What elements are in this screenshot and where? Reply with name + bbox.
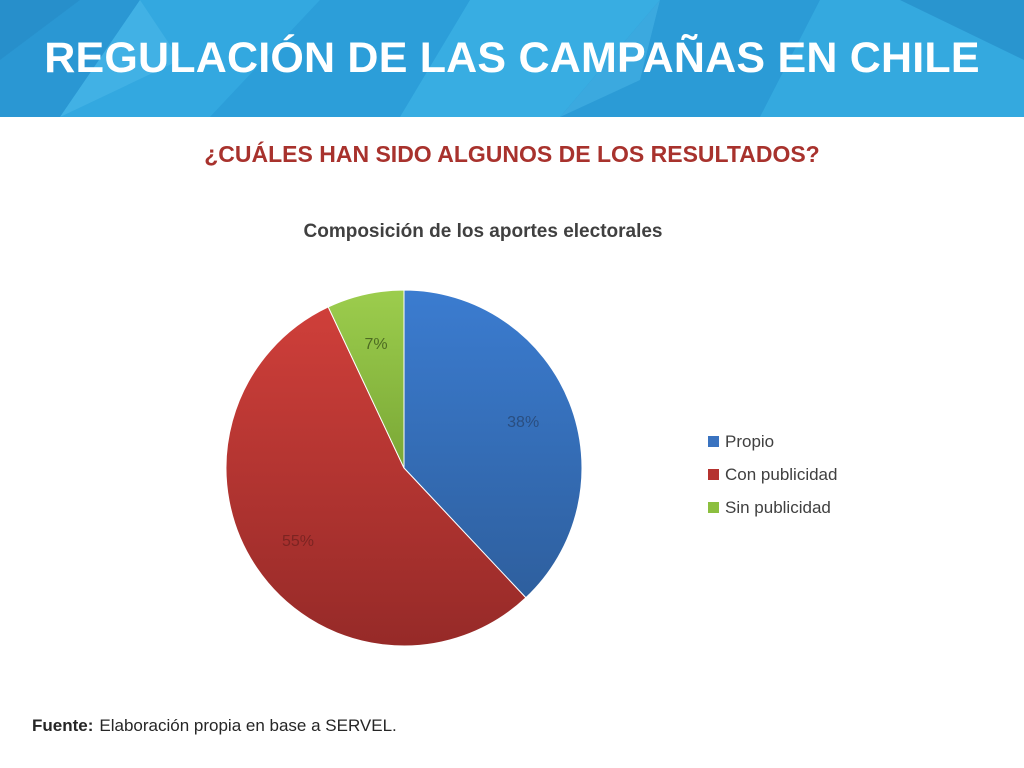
- slide-subtitle: ¿CUÁLES HAN SIDO ALGUNOS DE LOS RESULTAD…: [204, 141, 820, 167]
- slide-title: REGULACIÓN DE LAS CAMPAÑAS EN CHILE: [44, 34, 980, 82]
- chart-title: Composición de los aportes electorales: [303, 221, 663, 242]
- pie-slice-sin-publicidad: [327, 289, 405, 469]
- legend-label: Propio: [725, 431, 775, 451]
- source-label: Fuente:: [32, 716, 94, 735]
- legend-item: Con publicidad: [708, 458, 908, 491]
- title-banner: REGULACIÓN DE LAS CAMPAÑAS EN CHILE: [0, 0, 1024, 117]
- banner-pattern: [0, 0, 1024, 117]
- legend-swatch: [708, 436, 719, 447]
- source-note: Fuente: Elaboración propia en base a SERV…: [32, 716, 397, 736]
- source-text: Elaboración propia en base a SERVEL.: [99, 716, 397, 735]
- pie-data-label: 38%: [507, 414, 539, 431]
- pie-data-label: 55%: [282, 533, 314, 550]
- pie-slice-con-publicidad: [225, 306, 527, 647]
- legend-label: Con publicidad: [725, 464, 838, 484]
- legend-item: Sin publicidad: [708, 491, 908, 524]
- legend-swatch: [708, 502, 719, 513]
- legend-item: Propio: [708, 425, 908, 458]
- legend-swatch: [708, 469, 719, 480]
- chart-legend: Propio Con publicidad Sin publicidad: [708, 425, 908, 524]
- pie-data-label: 7%: [364, 336, 387, 353]
- legend-label: Sin publicidad: [725, 497, 831, 517]
- pie-slice-propio: [403, 289, 583, 599]
